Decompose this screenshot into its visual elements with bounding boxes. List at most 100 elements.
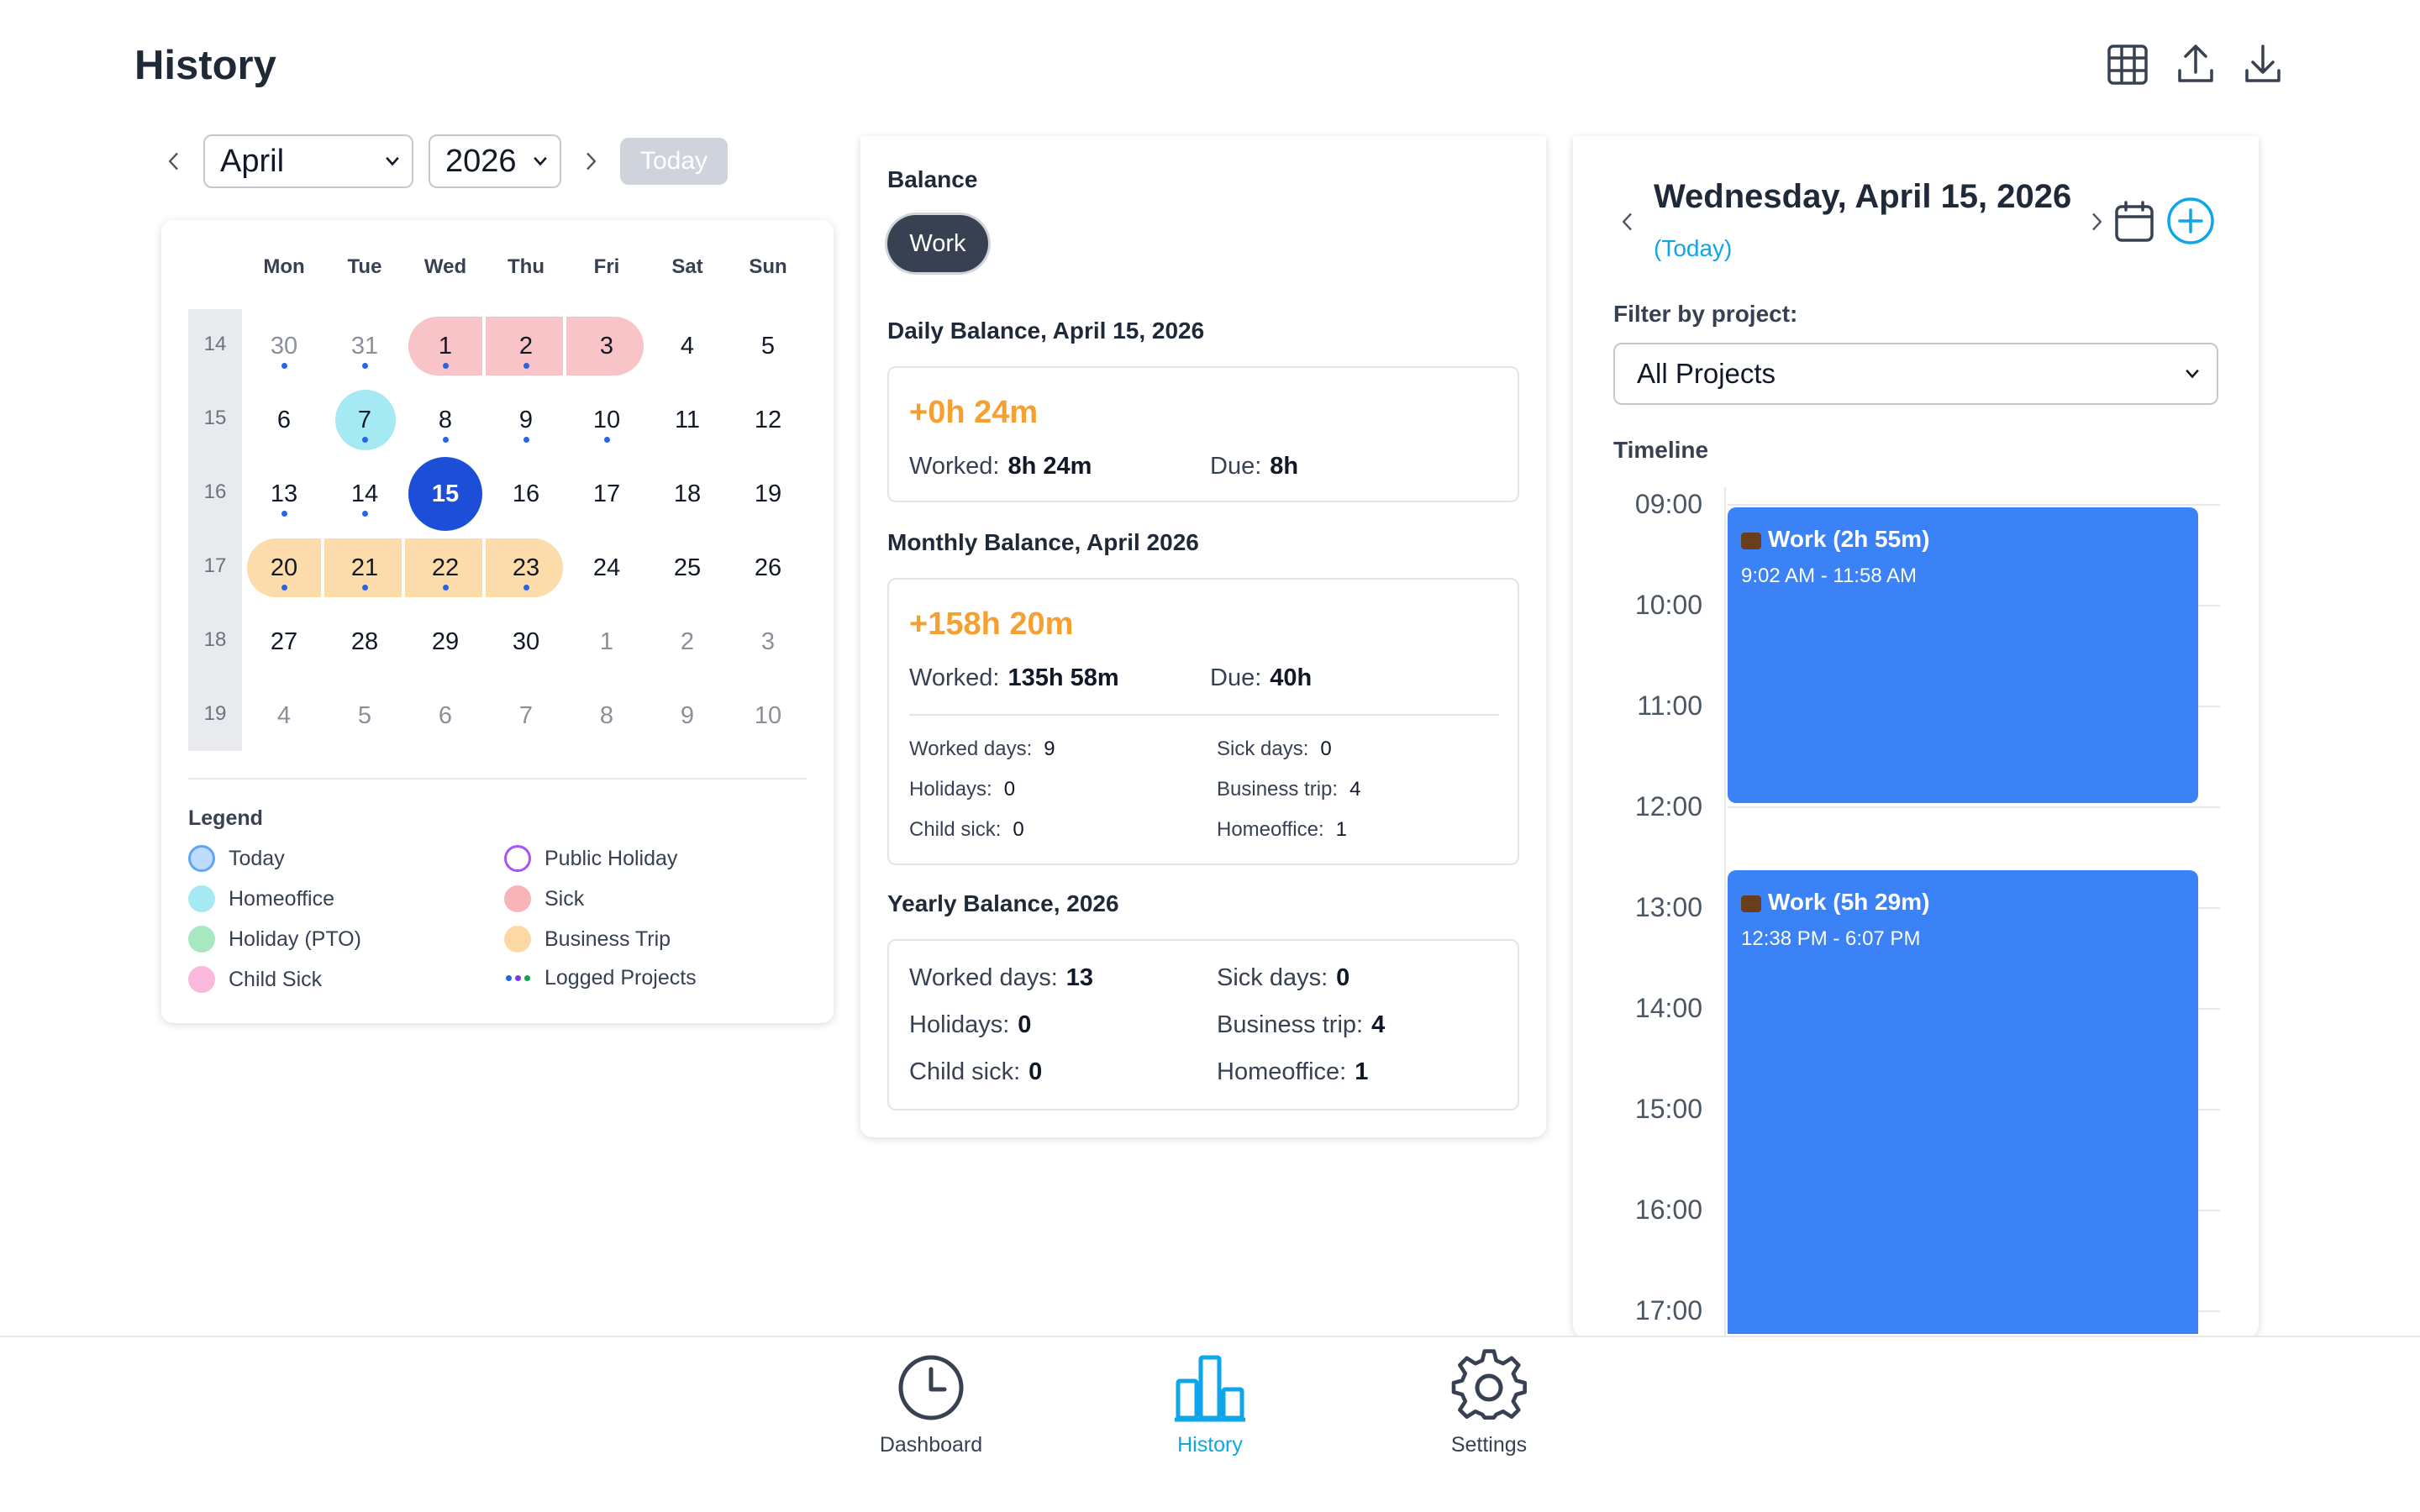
project-chip-work[interactable]: Work: [887, 215, 988, 272]
stat-item: Holidays: 0: [909, 1011, 1031, 1039]
stat-label: Holidays:: [909, 1011, 1010, 1038]
calendar-day[interactable]: 4: [244, 679, 324, 753]
calendar-day-number: 9: [518, 406, 534, 433]
calendar-day[interactable]: 14: [324, 457, 405, 531]
legend-swatch: [504, 885, 531, 912]
calendar-day[interactable]: 19: [728, 457, 808, 531]
logged-project-dot: [443, 437, 449, 443]
chevron-right-icon: [2092, 213, 2102, 231]
bar-chart-icon: [1171, 1349, 1249, 1426]
year-select[interactable]: 2026: [429, 134, 561, 188]
stat-label: Homeoffice:: [1217, 1058, 1347, 1085]
calendar-day[interactable]: 6: [244, 383, 324, 457]
calendar-day[interactable]: 5: [324, 679, 405, 753]
calendar-day[interactable]: 9: [486, 383, 566, 457]
today-button[interactable]: Today: [620, 138, 728, 185]
calendar-day-number: 29: [431, 627, 460, 655]
calendar-day[interactable]: 6: [405, 679, 486, 753]
calendar-day-number: 4: [276, 701, 292, 729]
legend-label: Today: [229, 846, 285, 870]
weekday-header: Mon: [263, 255, 305, 278]
nav-item-label: History: [1177, 1433, 1243, 1457]
calendar-day[interactable]: 27: [244, 605, 324, 679]
calendar-day[interactable]: 24: [566, 531, 647, 605]
calendar-day[interactable]: 2: [486, 309, 566, 383]
stat-item: Holidays: 0: [909, 778, 1015, 801]
calendar-day[interactable]: 10: [566, 383, 647, 457]
bottom-nav: [0, 1336, 2420, 1512]
prev-month-button[interactable]: [160, 144, 188, 178]
divider: [909, 714, 1499, 716]
calendar-day-number: 1: [599, 627, 614, 655]
calendar-day[interactable]: 17: [566, 457, 647, 531]
calendar-day[interactable]: 7: [324, 383, 405, 457]
timeline-event[interactable]: Work (5h 29m) 12:38 PM - 6:07 PM: [1728, 870, 2198, 1334]
legend-swatch: [188, 926, 215, 953]
calendar-day-number: 9: [680, 701, 695, 729]
nav-item-dashboard[interactable]: Dashboard: [847, 1349, 1015, 1457]
timeline-hour-label: 17:00: [1634, 1295, 1702, 1326]
stat-value: 9: [1044, 738, 1055, 760]
calendar-day[interactable]: 9: [647, 679, 728, 753]
calendar-day-number: 24: [592, 554, 621, 581]
nav-item-settings[interactable]: Settings: [1405, 1349, 1573, 1457]
calendar-day[interactable]: 1: [405, 309, 486, 383]
calendar-day[interactable]: 13: [244, 457, 324, 531]
stat-value: 0: [1003, 778, 1016, 801]
timeline-hour-line: [1728, 806, 2220, 808]
calendar-icon[interactable]: [2114, 200, 2154, 244]
timeline-event[interactable]: Work (2h 55m) 9:02 AM - 11:58 AM: [1728, 507, 2198, 803]
upload-icon[interactable]: [2173, 42, 2218, 87]
calendar-day[interactable]: 7: [486, 679, 566, 753]
calendar-day[interactable]: 1: [566, 605, 647, 679]
calendar-day[interactable]: 28: [324, 605, 405, 679]
legend-label: Holiday (PTO): [229, 927, 361, 951]
calendar-day-number: 7: [357, 406, 372, 433]
calendar-day[interactable]: 11: [647, 383, 728, 457]
calendar-day[interactable]: 8: [566, 679, 647, 753]
timeline-hour-label: 15:00: [1634, 1094, 1702, 1124]
calendar-day[interactable]: 15: [405, 457, 486, 531]
logged-project-dot: [604, 437, 610, 443]
prev-day-button[interactable]: [1613, 205, 1642, 239]
calendar-day[interactable]: 8: [405, 383, 486, 457]
calendar-day[interactable]: 18: [647, 457, 728, 531]
stat-item: Child sick: 0: [909, 818, 1024, 842]
clock-icon: [892, 1349, 970, 1426]
calendar-day[interactable]: 21: [324, 531, 405, 605]
calendar-day[interactable]: 3: [566, 309, 647, 383]
calendar-day[interactable]: 30: [244, 309, 324, 383]
calendar-day[interactable]: 20: [244, 531, 324, 605]
add-entry-button[interactable]: [2166, 197, 2215, 245]
calendar-day[interactable]: 23: [486, 531, 566, 605]
nav-item-history[interactable]: History: [1126, 1349, 1294, 1457]
next-month-button[interactable]: [576, 144, 605, 178]
calendar-day[interactable]: 22: [405, 531, 486, 605]
calendar-day-number: 30: [512, 627, 540, 655]
calendar-day[interactable]: 10: [728, 679, 808, 753]
calendar-day[interactable]: 4: [647, 309, 728, 383]
nav-item-label: Dashboard: [879, 1433, 983, 1457]
week-number: 16: [203, 480, 227, 503]
calendar-day[interactable]: 5: [728, 309, 808, 383]
calendar-day[interactable]: 2: [647, 605, 728, 679]
calendar-day[interactable]: 31: [324, 309, 405, 383]
timeline-hour-label: 14:00: [1634, 993, 1702, 1023]
calendar-day-number: 18: [673, 480, 702, 507]
calendar-day[interactable]: 30: [486, 605, 566, 679]
daily-balance-box: [887, 366, 1519, 502]
calendar-day-number: 6: [438, 701, 453, 729]
calendar-day[interactable]: 29: [405, 605, 486, 679]
calendar-day[interactable]: 16: [486, 457, 566, 531]
month-select[interactable]: April: [203, 134, 413, 188]
table-grid-icon[interactable]: [2106, 42, 2151, 87]
calendar-day[interactable]: 12: [728, 383, 808, 457]
calendar-day[interactable]: 3: [728, 605, 808, 679]
calendar-day[interactable]: 25: [647, 531, 728, 605]
calendar-day[interactable]: 26: [728, 531, 808, 605]
download-icon[interactable]: [2240, 42, 2286, 87]
next-day-button[interactable]: [2082, 205, 2111, 239]
week-number: 18: [203, 628, 227, 651]
project-filter-select[interactable]: All Projects: [1613, 343, 2218, 405]
stat-item: Worked days: 13: [909, 964, 1093, 992]
